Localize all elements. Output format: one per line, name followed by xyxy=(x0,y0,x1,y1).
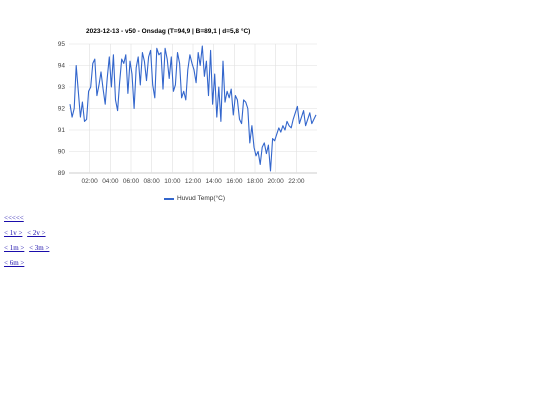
x-tick-label: 14:00 xyxy=(206,178,223,185)
nav-link-1v[interactable]: < 1v > xyxy=(4,229,23,237)
y-tick-label: 94 xyxy=(58,63,66,70)
y-tick-label: 93 xyxy=(58,84,66,91)
x-tick-label: 10:00 xyxy=(164,178,181,185)
legend-swatch xyxy=(164,197,174,200)
nav-link-6m[interactable]: < 6m > xyxy=(4,259,25,267)
x-tick-label: 04:00 xyxy=(102,178,119,185)
x-axis: 02:00 04:00 06:00 08:00 10:00 12:00 14:00 16:00… xyxy=(82,178,305,185)
series-layer xyxy=(69,45,317,172)
legend-label: Huvud Temp(°C) xyxy=(177,195,225,202)
y-axis: 95 94 93 92 91 90 89 xyxy=(58,41,66,177)
y-tick-label: 89 xyxy=(58,170,66,177)
x-tick-label: 18:00 xyxy=(247,178,264,185)
y-tick-label: 95 xyxy=(58,41,66,48)
x-tick-label: 06:00 xyxy=(123,178,140,185)
chart-title: 2023-12-13 - v50 - Onsdag (T=94,9 | B=89… xyxy=(86,27,250,35)
series-line xyxy=(69,45,317,172)
nav-row-2: < 1v > < 2v > xyxy=(4,229,49,237)
nav-link-1m[interactable]: < 1m > xyxy=(4,244,25,252)
x-tick-label: 16:00 xyxy=(226,178,243,185)
x-tick-label: 22:00 xyxy=(288,178,305,185)
x-tick-label: 20:00 xyxy=(268,178,285,185)
nav-link-2v[interactable]: < 2v > xyxy=(27,229,46,237)
chart: 2023-12-13 - v50 - Onsdag (T=94,9 | B=89… xyxy=(58,27,317,185)
nav-link-back[interactable]: <<<<< xyxy=(4,214,24,222)
x-tick-label: 12:00 xyxy=(185,178,202,185)
nav-row-1: <<<<< xyxy=(4,214,27,222)
nav-row-4: < 6m > xyxy=(4,259,27,267)
y-tick-label: 91 xyxy=(58,127,66,134)
x-tick-label: 08:00 xyxy=(144,178,161,185)
y-tick-label: 90 xyxy=(58,149,66,156)
nav-row-3: < 1m > < 3m > xyxy=(4,244,52,252)
legend: Huvud Temp(°C) xyxy=(164,195,225,202)
y-tick-label: 92 xyxy=(58,106,66,113)
x-tick-label: 02:00 xyxy=(82,178,99,185)
nav-link-3m[interactable]: < 3m > xyxy=(29,244,50,252)
grid xyxy=(69,43,317,174)
